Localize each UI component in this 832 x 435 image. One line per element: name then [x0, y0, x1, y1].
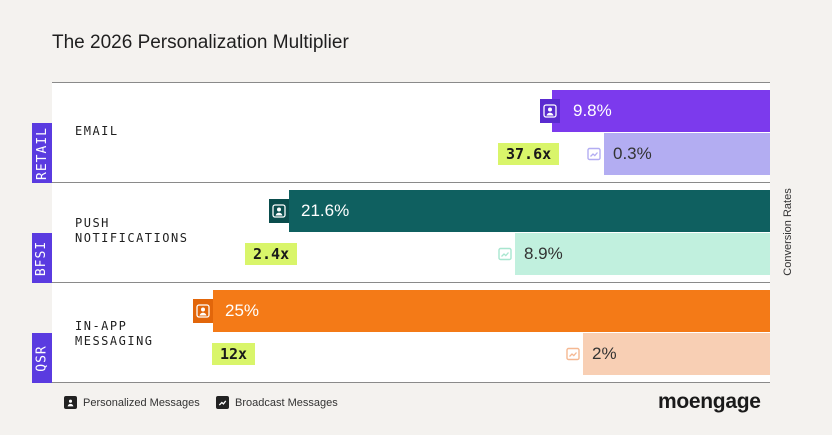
sector-tag-retail: RETAIL	[32, 123, 52, 183]
multiplier-badge: 37.6x	[498, 143, 560, 165]
channel-label: PUSH NOTIFICATIONS	[75, 216, 189, 245]
person-icon	[64, 396, 77, 409]
row-divider	[52, 182, 770, 183]
panel-bottom-border	[52, 382, 770, 383]
bar-value: 8.9%	[524, 244, 563, 263]
bar-value: 25%	[225, 301, 260, 320]
sector-tag-bfsi: BFSI	[32, 233, 52, 283]
bar-value: 21.6%	[301, 201, 350, 220]
person-icon	[269, 199, 289, 223]
bar-broadcast-bfsi: 8.9%	[495, 233, 770, 275]
bar-broadcast-retail: 0.3%	[584, 133, 770, 175]
channel-label: IN-APP MESSAGING	[75, 319, 154, 348]
person-icon	[540, 99, 560, 123]
bar-value: 2%	[592, 344, 617, 363]
chart-panel: RETAIL EMAIL 9.8% 0.3% 37.6x BFSI PUSH N…	[32, 82, 770, 383]
legend-broadcast: Broadcast Messages	[216, 396, 338, 409]
multiplier-badge: 12x	[212, 343, 256, 365]
brand-logo: moengage	[658, 390, 761, 413]
sector-tag-qsr: QSR	[32, 333, 52, 383]
broadcast-icon	[584, 142, 604, 166]
bar-value: 9.8%	[573, 101, 612, 120]
axis-label: Conversion Rates	[782, 188, 794, 276]
channel-label: EMAIL	[75, 124, 119, 138]
bar-broadcast-qsr: 2%	[563, 333, 770, 375]
chart-title: The 2026 Personalization Multiplier	[52, 32, 349, 53]
legend-label: Personalized Messages	[83, 396, 200, 409]
row-divider	[52, 282, 770, 283]
multiplier-badge: 2.4x	[245, 243, 298, 265]
bar-personalized-qsr: 25%	[193, 290, 770, 332]
broadcast-icon	[216, 396, 229, 409]
legend-personalized: Personalized Messages	[64, 396, 200, 409]
bar-personalized-bfsi: 21.6%	[269, 190, 770, 232]
legend-label: Broadcast Messages	[235, 396, 338, 409]
person-icon	[193, 299, 213, 323]
broadcast-icon	[563, 342, 583, 366]
bar-value: 0.3%	[613, 144, 652, 163]
bar-personalized-retail: 9.8%	[540, 90, 770, 132]
broadcast-icon	[495, 242, 515, 266]
